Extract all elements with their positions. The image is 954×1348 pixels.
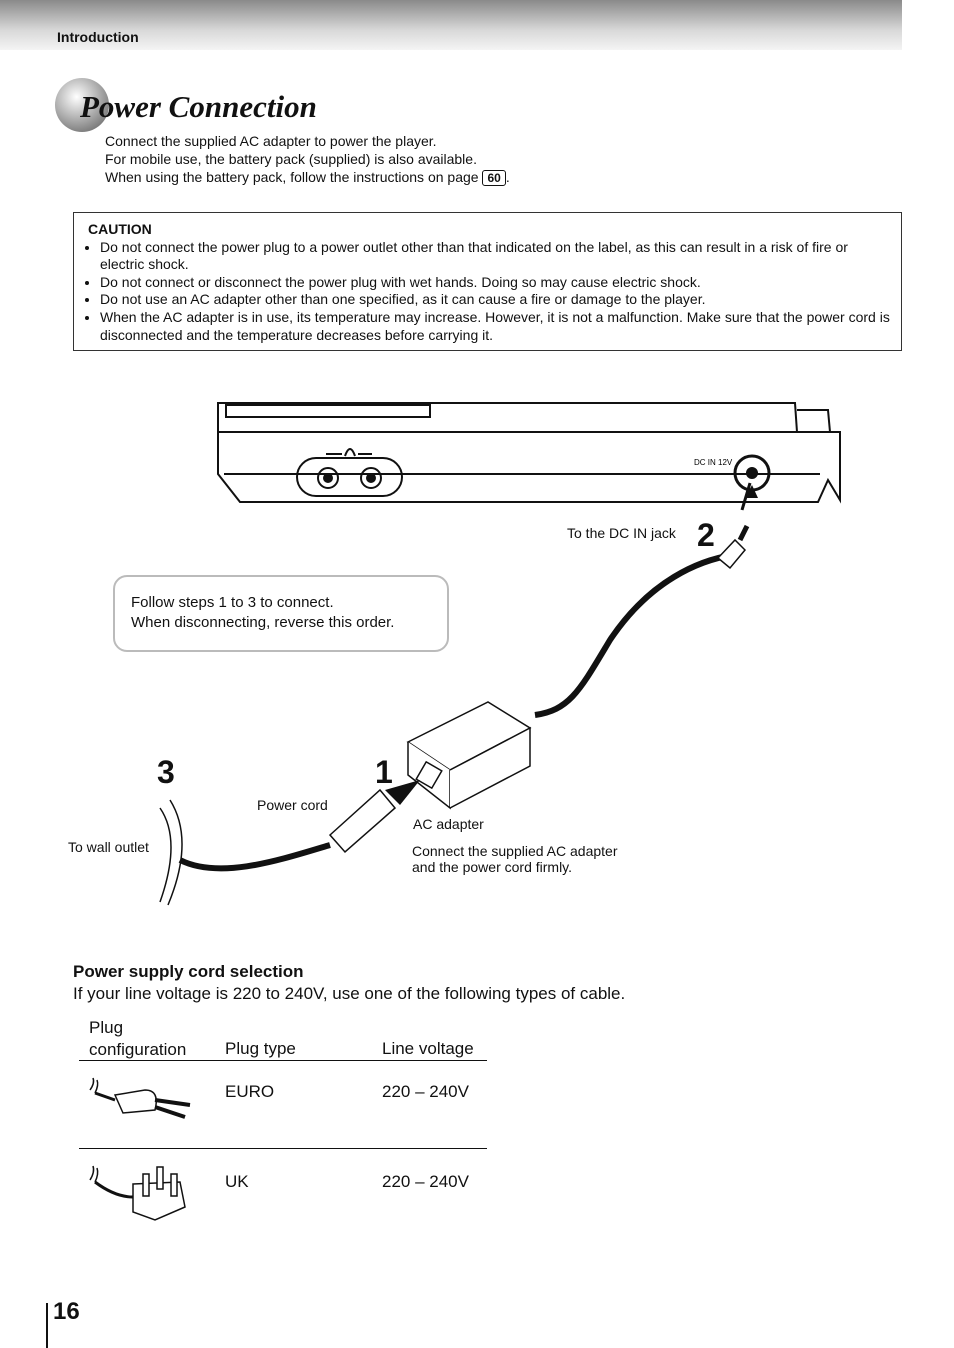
step-number: 2 <box>697 517 715 553</box>
player <box>217 402 841 504</box>
intro: Connect the supplied AC adapter to power… <box>105 132 510 186</box>
table-rule <box>79 1060 487 1061</box>
header-bar <box>0 0 902 50</box>
euro-plug-icon <box>89 1077 191 1119</box>
power-cord-label: Power cord <box>257 797 328 813</box>
line-voltage: 220 – 240V <box>382 1172 469 1191</box>
plug-type: EURO <box>225 1082 275 1101</box>
page-title: Power Connection <box>80 89 317 124</box>
cord-text: If your line voltage is 220 to 240V, use… <box>73 984 626 1003</box>
ac-adapter <box>406 701 532 810</box>
intro-line: For mobile use, the battery pack (suppli… <box>105 151 477 167</box>
note-line: When disconnecting, reverse this order. <box>131 614 395 631</box>
cord-heading: Power supply cord selection <box>73 962 304 981</box>
intro-text: . <box>505 169 510 185</box>
plug-type: UK <box>225 1172 249 1191</box>
caution-item: Do not connect or disconnect the power p… <box>100 274 890 292</box>
wall-outlet-label: To wall outlet <box>68 839 149 855</box>
line-voltage: 220 – 240V <box>382 1082 469 1101</box>
dc-jack-label: To the DC IN jack <box>567 525 676 541</box>
intro-line: Connect the supplied AC adapter to power… <box>105 133 437 149</box>
column-header: Plug configuration <box>89 1018 187 1059</box>
illustration: DC IN 12V <box>159 402 841 906</box>
dc-cable <box>534 482 758 718</box>
caution-item: Do not use an AC adapter other than one … <box>100 291 890 309</box>
step-number: 3 <box>157 754 175 790</box>
step-number: 1 <box>375 754 393 790</box>
caution-heading: CAUTION <box>88 221 152 237</box>
page-reference[interactable]: 60 <box>482 170 506 186</box>
note-line: Follow steps 1 to 3 to connect. <box>131 594 334 611</box>
connect-line: Connect the supplied AC adapter <box>412 843 618 859</box>
jack-label: DC IN 12V <box>694 458 733 467</box>
section-label: Introduction <box>57 29 139 45</box>
intro-line: When using the battery pack, follow the … <box>105 168 510 186</box>
title-sphere <box>55 78 109 132</box>
connect-note: Connect the supplied AC adapter and the … <box>412 843 617 875</box>
table-rule <box>79 1148 487 1149</box>
page-number: 16 <box>53 1298 80 1325</box>
caution-list: Do not connect the power plug to a power… <box>88 239 901 345</box>
connect-line: and the power cord firmly. <box>412 859 573 875</box>
column-header: Line voltage <box>382 1039 474 1058</box>
ac-adapter-label: AC adapter <box>413 816 484 832</box>
power-cord <box>159 780 420 906</box>
caution-item: Do not connect the power plug to a power… <box>100 239 890 274</box>
caution-item: When the AC adapter is in use, its tempe… <box>100 309 890 344</box>
page-number-rule <box>46 1303 48 1348</box>
caution-box: CAUTION Do not connect the power plug to… <box>73 212 902 351</box>
intro-text: When using the battery pack, follow the … <box>105 169 479 185</box>
note-box: Follow steps 1 to 3 to connect. When dis… <box>113 575 449 652</box>
column-header: Plug type <box>225 1039 296 1058</box>
uk-plug-icon <box>89 1165 186 1221</box>
